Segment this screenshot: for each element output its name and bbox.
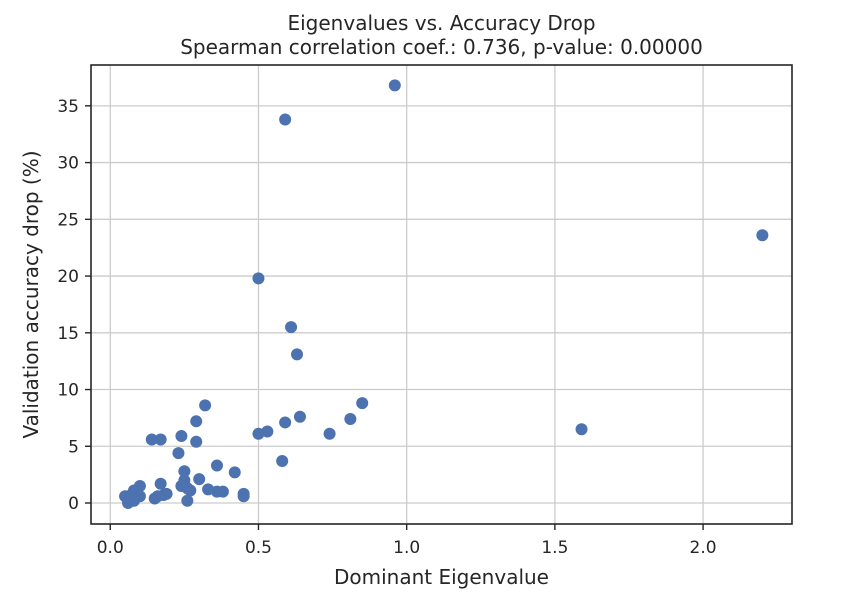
data-point xyxy=(199,399,212,412)
chart-subtitle: Spearman correlation coef.: 0.736, p-val… xyxy=(180,35,703,59)
data-point xyxy=(356,397,369,410)
chart-title: Eigenvalues vs. Accuracy Drop xyxy=(287,11,595,35)
data-point xyxy=(279,416,292,429)
data-point xyxy=(252,272,265,285)
x-axis-label: Dominant Eigenvalue xyxy=(334,565,549,589)
data-points xyxy=(119,79,769,510)
data-point xyxy=(172,447,185,460)
data-point xyxy=(181,494,194,507)
y-tick-label: 10 xyxy=(57,381,79,401)
y-tick-label: 25 xyxy=(57,210,79,230)
data-point xyxy=(276,455,289,468)
data-point xyxy=(279,113,292,126)
data-point xyxy=(190,435,203,448)
y-tick-label: 20 xyxy=(57,267,79,287)
data-point xyxy=(193,473,206,486)
data-point xyxy=(154,433,167,446)
data-point xyxy=(291,348,304,361)
y-axis-label: Validation accuracy drop (%) xyxy=(19,150,43,438)
data-point xyxy=(181,482,194,495)
axis-ticks: 0.0 0.5 1.0 1.5 2.0 0 5 10 15 20 25 30 35 xyxy=(57,97,716,558)
y-tick-label: 30 xyxy=(57,154,79,174)
plot-frame xyxy=(90,64,793,525)
data-point xyxy=(293,410,306,423)
y-tick-label: 0 xyxy=(68,494,79,514)
data-point xyxy=(285,321,298,334)
grid xyxy=(91,65,792,524)
data-point xyxy=(190,415,203,428)
x-tick-label: 0.0 xyxy=(97,538,124,558)
x-tick-label: 0.5 xyxy=(245,538,272,558)
data-point xyxy=(344,413,357,426)
data-point xyxy=(323,427,336,440)
x-tick-label: 1.5 xyxy=(541,538,568,558)
data-point xyxy=(145,433,158,446)
data-point xyxy=(216,485,229,498)
data-point xyxy=(148,492,161,505)
data-point xyxy=(122,497,135,510)
data-point xyxy=(210,459,223,472)
data-point xyxy=(178,465,191,478)
x-tick-label: 1.0 xyxy=(393,538,420,558)
y-tick-label: 5 xyxy=(68,437,79,457)
data-point xyxy=(252,427,265,440)
data-point xyxy=(756,229,769,242)
data-point xyxy=(154,477,167,490)
data-point xyxy=(175,430,188,443)
data-point xyxy=(388,79,401,92)
data-point xyxy=(575,423,588,436)
y-tick-label: 15 xyxy=(57,324,79,344)
x-tick-label: 2.0 xyxy=(690,538,717,558)
y-tick-label: 35 xyxy=(57,97,79,117)
data-point xyxy=(237,490,250,503)
data-point xyxy=(228,466,241,479)
